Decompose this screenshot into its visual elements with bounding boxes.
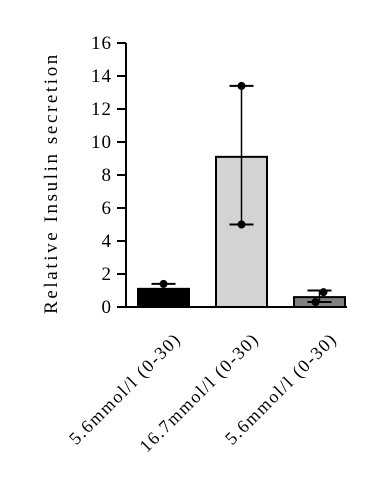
y-tick-label: 14 [91, 66, 112, 87]
bar [137, 287, 190, 309]
data-point [237, 220, 246, 229]
x-tick-labels: 5.6mmol/l (0-30)16.7mmol/l (0-30)5.6mmol… [65, 329, 342, 457]
y-axis [117, 42, 127, 308]
y-axis-title: Relative Insulin secretion [41, 52, 62, 314]
data-points [159, 81, 328, 307]
y-tick-label: 2 [102, 264, 113, 285]
y-tick-labels: 0 2 4 6 8 10 12 14 16 [91, 33, 113, 318]
y-tick-label: 12 [91, 99, 112, 120]
y-tick-label: 4 [102, 231, 113, 252]
y-tick-label: 10 [91, 132, 112, 153]
y-tick-label: 6 [102, 198, 113, 219]
y-tick-label: 16 [91, 33, 112, 54]
data-point [237, 81, 246, 90]
data-point [319, 288, 328, 297]
data-point [311, 298, 320, 307]
y-tick-label: 0 [102, 297, 113, 318]
bar [215, 155, 268, 308]
y-tick-label: 8 [102, 165, 113, 186]
data-point [159, 279, 168, 288]
